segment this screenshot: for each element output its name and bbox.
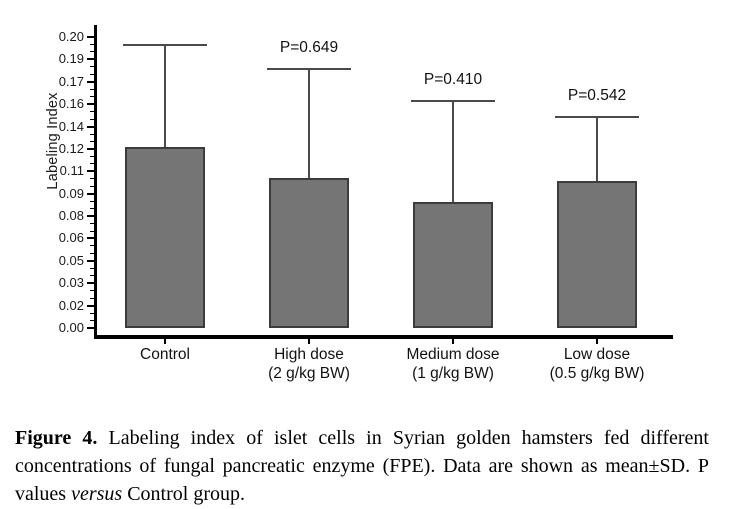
- y-axis-tick-label: 0.09: [58, 185, 84, 201]
- x-axis-category-label-line: (0.5 g/kg BW): [549, 365, 645, 382]
- error-bar-line: [308, 70, 310, 178]
- y-axis-major-tick: [87, 36, 94, 38]
- y-axis-major-tick: [87, 58, 94, 61]
- y-axis-major-tick: [87, 192, 94, 195]
- y-axis-minor-tick: [90, 43, 94, 45]
- y-axis-minor-tick: [90, 297, 94, 299]
- error-bar-cap: [411, 99, 495, 102]
- x-axis-tick: [308, 339, 310, 344]
- error-bar-cap: [555, 115, 639, 118]
- x-axis-category-label-line: (2 g/kg BW): [268, 365, 350, 382]
- y-axis-minor-tick: [90, 66, 94, 68]
- p-value-label: P=0.410: [423, 70, 483, 88]
- x-axis-tick: [164, 339, 166, 344]
- y-axis-minor-tick: [90, 118, 94, 120]
- x-axis-tick: [452, 339, 454, 344]
- x-axis-category-label: Control: [140, 345, 190, 364]
- y-axis-tick-label: 0.16: [58, 96, 84, 112]
- caption-text-2: Control group.: [122, 483, 245, 505]
- y-axis-major-tick: [87, 125, 94, 128]
- y-axis-tick-label: 0.14: [58, 118, 84, 134]
- y-axis-major-tick: [87, 215, 94, 218]
- error-bar-cap: [123, 43, 207, 46]
- y-axis-minor-tick: [90, 223, 94, 225]
- x-axis-category-label: Low dose (0.5 g/kg BW): [550, 345, 645, 383]
- y-axis-minor-tick: [90, 230, 94, 232]
- y-axis-major-tick: [87, 304, 94, 307]
- plot-area: 0.00 0.02 0.03 0.05 0.06 0.08 0.09 0.11 0.12 0.14…: [59, 25, 673, 382]
- y-axis-major-tick: [87, 237, 94, 240]
- y-axis-minor-tick: [90, 208, 94, 210]
- y-axis-minor-tick: [90, 200, 94, 202]
- y-axis-tick-label: 0.17: [58, 73, 84, 89]
- error-bar-line: [452, 101, 454, 203]
- y-axis-minor-tick: [90, 163, 94, 165]
- y-axis-minor-tick: [90, 267, 94, 269]
- y-axis-tick-label: 0.11: [59, 163, 84, 179]
- y-axis-minor-tick: [90, 140, 94, 142]
- y-axis-minor-tick: [90, 155, 94, 157]
- y-axis-tick-label: 0.00: [58, 320, 84, 335]
- caption-text-1: Labeling index of islet cells in Syrian …: [15, 427, 709, 505]
- y-axis-minor-tick: [90, 111, 94, 113]
- y-axis-minor-tick: [90, 275, 94, 277]
- x-axis-tick: [596, 339, 598, 344]
- p-value-label: P=0.542: [567, 86, 627, 104]
- y-axis-tick-label: 0.06: [58, 230, 84, 246]
- data-bar: [269, 177, 349, 328]
- y-axis-minor-tick: [90, 133, 94, 135]
- y-axis-minor-tick: [90, 312, 94, 314]
- y-axis-minor-tick: [90, 51, 94, 53]
- y-axis-minor-tick: [90, 252, 94, 254]
- y-axis-minor-tick: [90, 290, 94, 292]
- y-axis-minor-tick: [90, 88, 94, 90]
- y-axis-major-tick: [87, 282, 94, 285]
- y-axis-tick-label: 0.19: [58, 51, 84, 67]
- y-axis-minor-tick: [90, 96, 94, 98]
- y-axis-minor-tick: [90, 185, 94, 187]
- y-axis-minor-tick: [90, 73, 94, 75]
- data-bar: [557, 180, 637, 328]
- x-axis-category-label-line: Low dose: [563, 346, 631, 363]
- x-axis-category-label: Medium dose (1 g/kg BW): [406, 345, 499, 383]
- y-axis-major-tick: [87, 147, 94, 150]
- caption-figure-label: Figure 4.: [15, 427, 98, 449]
- y-axis-tick-label: 0.08: [58, 208, 84, 224]
- data-bar: [413, 202, 493, 328]
- error-bar-cap: [267, 68, 351, 71]
- y-axis-tick-label: 0.05: [58, 252, 84, 268]
- y-axis-minor-tick: [90, 245, 94, 247]
- y-axis-tick-label: 0.02: [58, 297, 84, 313]
- y-axis-tick-label: 0.20: [58, 29, 84, 44]
- y-axis-major-tick: [87, 103, 94, 106]
- y-axis-major-tick: [87, 80, 94, 83]
- y-axis-minor-tick: [90, 320, 94, 322]
- y-axis-tick-label: 0.03: [58, 275, 84, 291]
- p-value-label: P=0.649: [279, 39, 339, 57]
- caption-versus-word: versus: [71, 483, 123, 505]
- x-axis-category-label: High dose (2 g/kg BW): [268, 345, 350, 383]
- data-bar: [125, 147, 205, 328]
- x-axis-category-label-line: Control: [140, 346, 190, 363]
- y-axis-major-tick: [87, 327, 94, 329]
- y-axis-tick-label: 0.12: [58, 140, 84, 156]
- y-axis-major-tick: [87, 259, 94, 262]
- y-axis-minor-tick: [90, 178, 94, 180]
- x-axis-category-label-line: (1 g/kg BW): [412, 365, 494, 382]
- y-axis-major-tick: [87, 170, 94, 173]
- error-bar-line: [164, 45, 166, 148]
- x-axis-category-label-line: Medium dose: [406, 346, 500, 363]
- figure-caption: Figure 4. Labeling index of islet cells …: [15, 424, 709, 508]
- error-bar-line: [596, 117, 598, 181]
- x-axis-category-label-line: High dose: [274, 346, 344, 363]
